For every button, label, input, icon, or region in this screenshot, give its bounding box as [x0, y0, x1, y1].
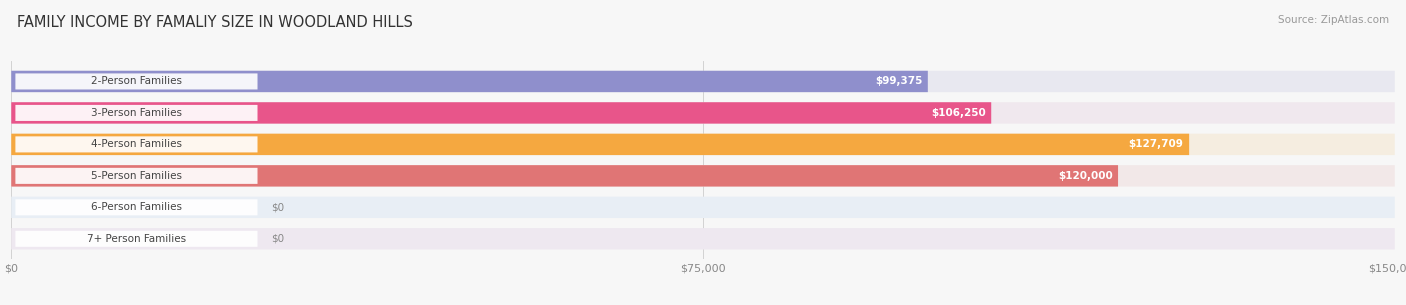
Text: 5-Person Families: 5-Person Families — [91, 171, 181, 181]
Text: 7+ Person Families: 7+ Person Families — [87, 234, 186, 244]
FancyBboxPatch shape — [11, 71, 928, 92]
FancyBboxPatch shape — [11, 134, 1395, 155]
Text: Source: ZipAtlas.com: Source: ZipAtlas.com — [1278, 15, 1389, 25]
Text: $0: $0 — [271, 234, 284, 244]
FancyBboxPatch shape — [15, 136, 257, 152]
Text: 2-Person Families: 2-Person Families — [91, 77, 181, 86]
FancyBboxPatch shape — [15, 105, 257, 121]
FancyBboxPatch shape — [15, 74, 257, 89]
FancyBboxPatch shape — [15, 168, 257, 184]
Text: 3-Person Families: 3-Person Families — [91, 108, 181, 118]
FancyBboxPatch shape — [11, 165, 1118, 187]
FancyBboxPatch shape — [11, 228, 1395, 249]
FancyBboxPatch shape — [11, 197, 1395, 218]
Text: $99,375: $99,375 — [875, 77, 922, 86]
FancyBboxPatch shape — [11, 165, 1395, 187]
FancyBboxPatch shape — [11, 71, 1395, 92]
Text: 6-Person Families: 6-Person Families — [91, 202, 181, 212]
Text: $127,709: $127,709 — [1129, 139, 1184, 149]
Text: $106,250: $106,250 — [931, 108, 986, 118]
FancyBboxPatch shape — [11, 102, 1395, 124]
FancyBboxPatch shape — [15, 231, 257, 247]
FancyBboxPatch shape — [11, 102, 991, 124]
FancyBboxPatch shape — [11, 134, 1189, 155]
FancyBboxPatch shape — [15, 199, 257, 215]
Text: 4-Person Families: 4-Person Families — [91, 139, 181, 149]
Text: $0: $0 — [271, 202, 284, 212]
Text: FAMILY INCOME BY FAMALIY SIZE IN WOODLAND HILLS: FAMILY INCOME BY FAMALIY SIZE IN WOODLAN… — [17, 15, 413, 30]
Text: $120,000: $120,000 — [1057, 171, 1112, 181]
